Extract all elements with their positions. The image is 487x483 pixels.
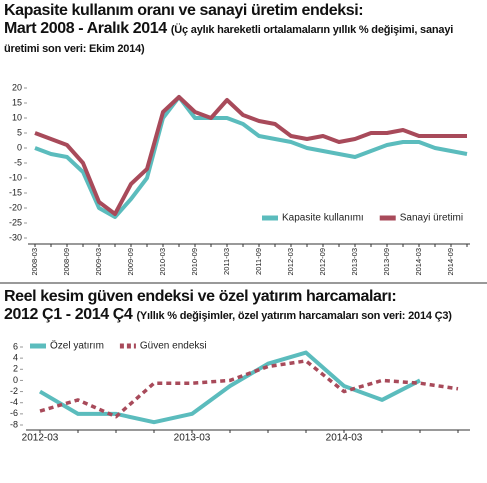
series-line	[39, 359, 459, 419]
x-tick-label: 2014-09	[446, 248, 455, 276]
y-tick-label: 6	[13, 341, 18, 351]
y-tick-label: 15	[12, 97, 22, 107]
y-tick-label: 0	[17, 142, 22, 152]
series-line	[38, 350, 421, 425]
y-tick-label: -20	[9, 202, 22, 212]
x-tick-label: 2009-03	[94, 248, 103, 276]
legend-label: Güven endeksi	[140, 341, 207, 352]
x-tick-label: 2009-09	[126, 248, 135, 276]
x-tick-label: 2012-03	[22, 433, 59, 444]
subtitle: (Yıllık % değişimler, özel yatırım harca…	[136, 310, 452, 322]
x-tick-label: 2012-09	[318, 248, 327, 276]
x-tick-label: 2011-09	[254, 248, 263, 275]
y-tick-label: 20	[12, 82, 22, 92]
y-tick-label: 5	[17, 127, 22, 137]
legend-label: Sanayi üretimi	[400, 213, 463, 224]
y-tick-label: -5	[14, 157, 22, 167]
chart-title: Kapasite kullanım oranı ve sanayi üretim…	[4, 2, 364, 19]
x-tick-label: 2012-03	[286, 248, 295, 276]
y-tick-label: 10	[12, 112, 22, 122]
subtitle: (Üç aylık hareketli ortalamaların yıllık…	[4, 24, 454, 55]
chart-header: Kapasite kullanım oranı ve sanayi üretim…	[4, 2, 484, 58]
y-tick-label: 4	[13, 353, 18, 363]
x-tick-label: 2013-03	[174, 433, 211, 444]
y-tick-label: -2	[10, 386, 18, 396]
x-tick-label: 2011-03	[222, 248, 231, 275]
chart-header: Reel kesim güven endeksi ve özel yatırım…	[4, 288, 484, 325]
x-tick-label: 2014-03	[326, 433, 363, 444]
chart-title: Reel kesim güven endeksi ve özel yatırım…	[4, 288, 397, 305]
y-tick-label: -4	[10, 397, 18, 407]
legend-label: Kapasite kullanımı	[282, 213, 364, 224]
y-tick-label: -6	[10, 408, 18, 418]
x-tick-label: 2013-09	[382, 248, 391, 276]
period: 2012 Ç1 - 2014 Ç4	[4, 306, 133, 323]
x-tick-label: 2010-09	[190, 248, 199, 276]
x-tick-label: 2008-09	[62, 248, 71, 276]
y-tick-label: -30	[9, 232, 22, 242]
period: Mart 2008 - Aralık 2014	[4, 20, 167, 37]
x-tick-label: 2014-03	[414, 248, 423, 276]
title-line: 2012 Ç1 - 2014 Ç4 (Yıllık % değişimler, …	[4, 306, 484, 325]
x-tick-label: 2008-03	[30, 248, 39, 276]
y-tick-label: 2	[13, 364, 18, 374]
y-tick-label: -15	[9, 187, 22, 197]
title-line: Mart 2008 - Aralık 2014 (Üç aylık hareke…	[4, 20, 484, 58]
y-tick-label: -8	[10, 419, 18, 429]
series-line	[34, 95, 468, 219]
x-tick-label: 2010-03	[158, 248, 167, 276]
series-line	[34, 95, 467, 216]
legend-label: Özel yatırım	[50, 340, 104, 352]
y-tick-label: -25	[9, 217, 22, 227]
x-tick-label: 2013-03	[350, 248, 359, 276]
y-tick-label: -10	[9, 172, 22, 182]
y-tick-label: 0	[13, 375, 18, 385]
